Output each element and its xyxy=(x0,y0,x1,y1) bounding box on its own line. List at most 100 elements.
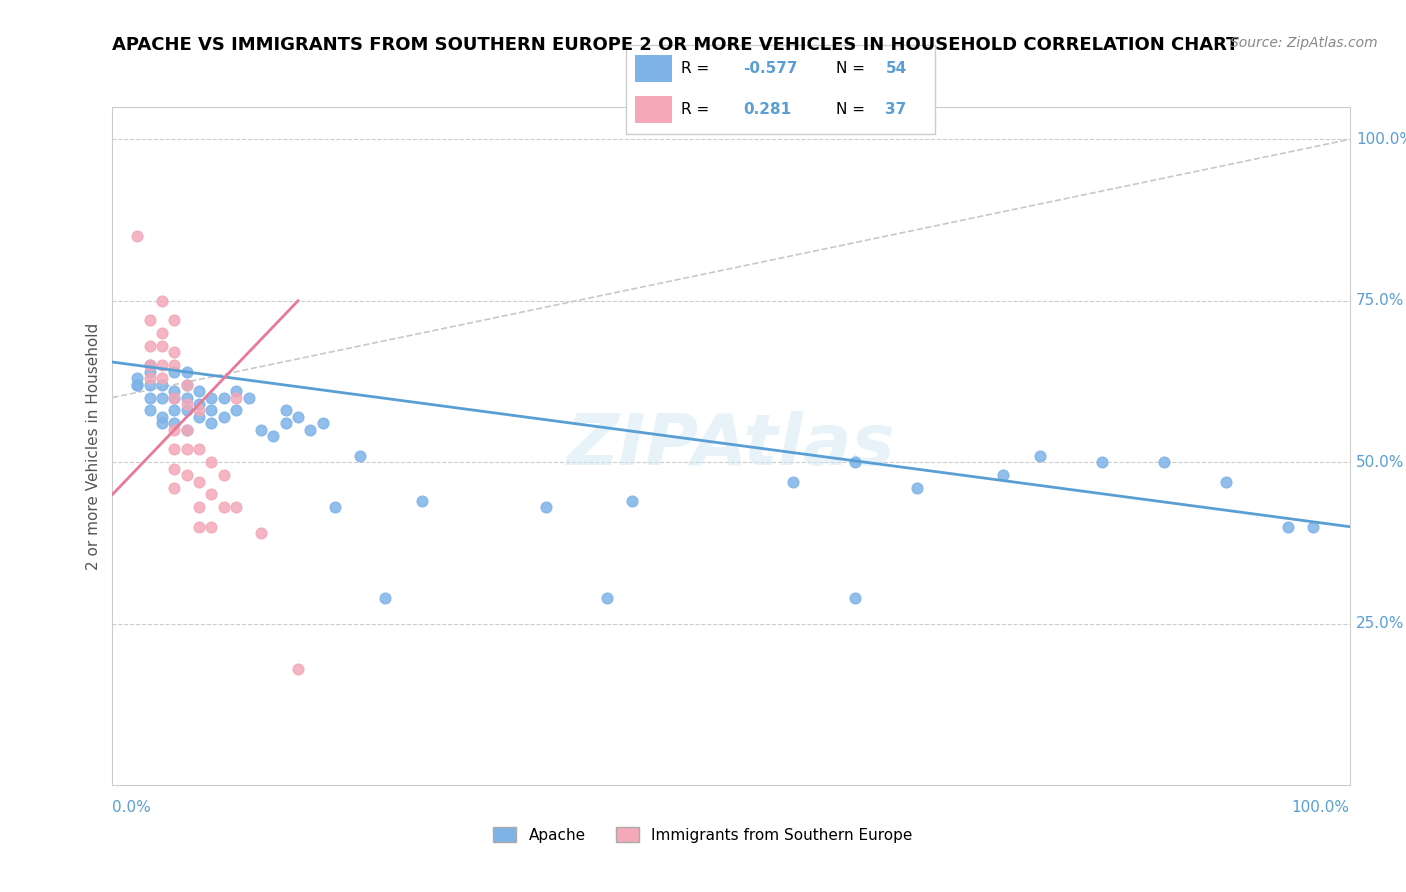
Point xyxy=(621,494,644,508)
FancyBboxPatch shape xyxy=(636,96,672,123)
Point xyxy=(262,429,284,443)
Text: 75.0%: 75.0% xyxy=(1355,293,1405,309)
Point xyxy=(176,397,198,411)
Point xyxy=(163,345,186,359)
Point xyxy=(250,526,273,541)
Point xyxy=(138,313,160,327)
Text: ZIPAtlas: ZIPAtlas xyxy=(567,411,896,481)
Point xyxy=(176,423,198,437)
Point xyxy=(176,377,198,392)
Point xyxy=(163,417,186,431)
Point xyxy=(150,326,173,340)
Point xyxy=(238,391,260,405)
Point xyxy=(150,371,173,385)
Point xyxy=(138,403,160,417)
Point xyxy=(312,417,335,431)
Point xyxy=(150,377,173,392)
Point xyxy=(274,417,297,431)
Point xyxy=(1302,519,1324,533)
Point xyxy=(163,391,186,405)
Point xyxy=(188,475,211,489)
Point xyxy=(225,500,247,515)
Point xyxy=(150,409,173,424)
Point xyxy=(188,403,211,417)
Point xyxy=(1215,475,1237,489)
Point xyxy=(374,591,396,605)
Point xyxy=(176,377,198,392)
Point xyxy=(138,365,160,379)
Point xyxy=(138,359,160,373)
Point xyxy=(905,481,928,495)
Point xyxy=(212,500,235,515)
Point xyxy=(138,391,160,405)
Point xyxy=(188,519,211,533)
Point xyxy=(176,365,198,379)
Point xyxy=(200,487,222,501)
Point xyxy=(150,391,173,405)
Point xyxy=(349,449,371,463)
Point xyxy=(127,377,149,392)
Point xyxy=(1277,519,1299,533)
Point xyxy=(411,494,433,508)
Text: R =: R = xyxy=(682,103,714,117)
Point xyxy=(225,403,247,417)
Point xyxy=(1091,455,1114,469)
Point xyxy=(163,442,186,457)
Point xyxy=(993,468,1015,483)
Text: APACHE VS IMMIGRANTS FROM SOUTHERN EUROPE 2 OR MORE VEHICLES IN HOUSEHOLD CORREL: APACHE VS IMMIGRANTS FROM SOUTHERN EUROP… xyxy=(112,36,1239,54)
Point xyxy=(782,475,804,489)
Point xyxy=(188,384,211,398)
Point xyxy=(127,377,149,392)
Text: 50.0%: 50.0% xyxy=(1355,455,1405,470)
Point xyxy=(176,442,198,457)
Text: 0.0%: 0.0% xyxy=(112,800,152,814)
Point xyxy=(200,417,222,431)
Point xyxy=(163,423,186,437)
Point xyxy=(163,365,186,379)
Point xyxy=(163,461,186,475)
Point xyxy=(188,442,211,457)
Point xyxy=(844,591,866,605)
Point xyxy=(163,391,186,405)
Point xyxy=(163,359,186,373)
Point xyxy=(212,391,235,405)
Point xyxy=(176,468,198,483)
Point xyxy=(188,409,211,424)
Point xyxy=(176,391,198,405)
Point xyxy=(150,339,173,353)
Point xyxy=(176,403,198,417)
Point xyxy=(163,313,186,327)
Point xyxy=(200,391,222,405)
Point xyxy=(176,423,198,437)
Text: 37: 37 xyxy=(886,103,907,117)
Point xyxy=(200,519,222,533)
Text: 0.281: 0.281 xyxy=(744,103,792,117)
Point xyxy=(138,371,160,385)
Point xyxy=(1153,455,1175,469)
Point xyxy=(200,455,222,469)
Text: 100.0%: 100.0% xyxy=(1292,800,1350,814)
Point xyxy=(225,391,247,405)
Text: N =: N = xyxy=(837,103,870,117)
Text: N =: N = xyxy=(837,62,870,76)
Text: 100.0%: 100.0% xyxy=(1355,132,1406,147)
Text: R =: R = xyxy=(682,62,714,76)
Point xyxy=(225,384,247,398)
Text: 25.0%: 25.0% xyxy=(1355,616,1405,631)
FancyBboxPatch shape xyxy=(626,45,935,134)
Text: -0.577: -0.577 xyxy=(744,62,797,76)
Point xyxy=(212,468,235,483)
Y-axis label: 2 or more Vehicles in Household: 2 or more Vehicles in Household xyxy=(86,322,101,570)
Point xyxy=(138,339,160,353)
Point xyxy=(138,359,160,373)
FancyBboxPatch shape xyxy=(636,55,672,82)
Point xyxy=(150,293,173,308)
Text: 54: 54 xyxy=(886,62,907,76)
Point xyxy=(844,455,866,469)
Point xyxy=(150,417,173,431)
Point xyxy=(596,591,619,605)
Legend: Apache, Immigrants from Southern Europe: Apache, Immigrants from Southern Europe xyxy=(488,821,918,848)
Point xyxy=(299,423,322,437)
Point xyxy=(323,500,346,515)
Point xyxy=(127,229,149,244)
